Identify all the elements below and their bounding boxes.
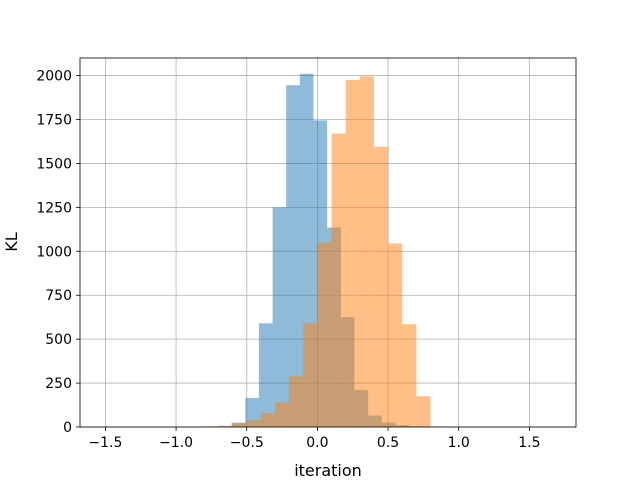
y-tick-label: 1750 — [36, 113, 72, 129]
y-tick-label: 0 — [63, 420, 72, 436]
y-tick-label: 750 — [45, 288, 72, 304]
histogram-bar — [258, 323, 273, 427]
histogram-bar — [303, 323, 318, 427]
histogram-bar — [272, 207, 287, 427]
x-tick-label: −1.0 — [159, 435, 193, 451]
y-axis-label: KL — [2, 232, 21, 251]
y-tick-label: 1250 — [36, 200, 72, 216]
y-tick-label: 1500 — [36, 156, 72, 172]
histogram-bar — [246, 419, 261, 427]
histogram-bar — [402, 324, 417, 427]
histogram-bar — [286, 85, 300, 427]
histogram-bar — [218, 425, 233, 427]
histogram-bar — [317, 242, 332, 427]
histogram-bar — [331, 133, 346, 428]
histogram-bar — [260, 412, 276, 427]
x-tick-label: 0.5 — [377, 435, 399, 451]
histogram-bar — [416, 396, 431, 427]
histogram-bar — [359, 76, 374, 427]
x-tick-label: 1.0 — [448, 435, 470, 451]
histogram-bar — [388, 243, 403, 427]
x-tick-label: 0.0 — [306, 435, 328, 451]
y-tick-label: 1000 — [36, 244, 72, 260]
histogram-bars — [190, 73, 464, 428]
y-tick-label: 2000 — [36, 69, 72, 85]
axis-ticks: −1.5 −1.0 −0.5 0.0 0.5 1.0 1.5 0 250 500 750 1000 12… — [36, 69, 540, 451]
y-tick-label: 250 — [45, 376, 72, 392]
y-tick-label: 500 — [45, 332, 72, 348]
plot-frame — [79, 57, 577, 428]
x-tick-label: −1.5 — [88, 435, 122, 451]
histogram-bar — [245, 398, 259, 427]
x-axis-label: iteration — [294, 461, 362, 480]
histogram-bar — [232, 423, 247, 427]
series-2-bars — [190, 76, 431, 428]
histogram-bar — [373, 146, 389, 427]
histogram-bar — [275, 402, 290, 427]
histogram-bar — [345, 79, 360, 427]
x-tick-label: −0.5 — [230, 435, 264, 451]
x-tick-label: 1.5 — [518, 435, 540, 451]
histogram-bar — [289, 376, 304, 427]
